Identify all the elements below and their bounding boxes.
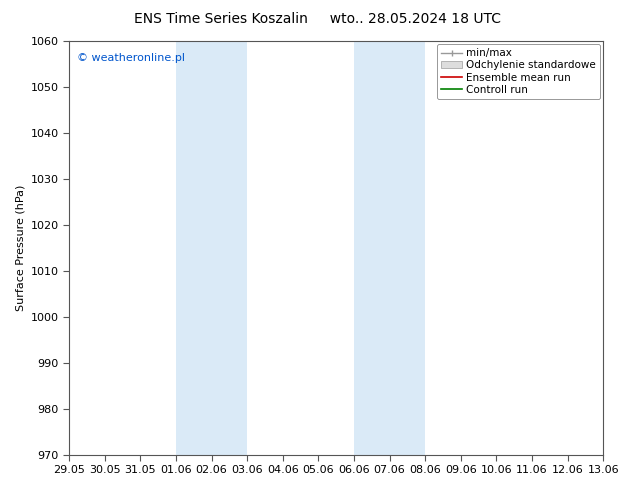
- Text: ENS Time Series Koszalin     wto.. 28.05.2024 18 UTC: ENS Time Series Koszalin wto.. 28.05.202…: [134, 12, 500, 26]
- Text: © weatheronline.pl: © weatheronline.pl: [77, 53, 185, 64]
- Y-axis label: Surface Pressure (hPa): Surface Pressure (hPa): [15, 185, 25, 311]
- Bar: [354, 41, 425, 455]
- Bar: [176, 41, 247, 455]
- Legend: min/max, Odchylenie standardowe, Ensemble mean run, Controll run: min/max, Odchylenie standardowe, Ensembl…: [437, 44, 600, 99]
